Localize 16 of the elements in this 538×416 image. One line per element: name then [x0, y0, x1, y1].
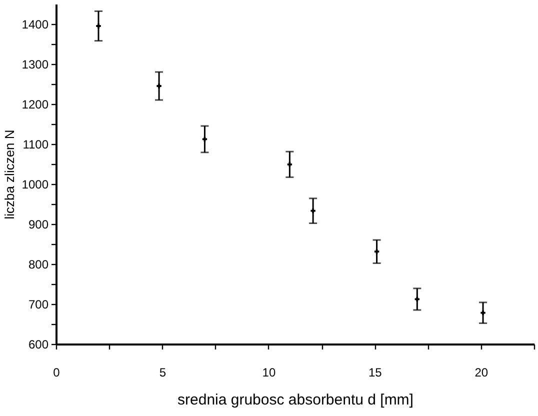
x-tick-label: 0	[53, 366, 60, 380]
y-tick-label: 1400	[22, 18, 49, 32]
y-axis-title: liczba zliczen N	[2, 130, 17, 220]
y-tick-label: 1100	[22, 138, 49, 152]
x-tick-label: 10	[262, 366, 276, 380]
y-tick-label: 1300	[22, 58, 49, 72]
y-tick-label: 1000	[22, 178, 49, 192]
y-tick-label: 700	[28, 298, 49, 312]
y-tick-label: 800	[28, 258, 49, 272]
x-tick-label: 20	[474, 366, 488, 380]
y-tick-label: 1200	[22, 98, 49, 112]
x-tick-label: 5	[159, 366, 166, 380]
y-tick-label: 900	[28, 218, 49, 232]
y-tick-label: 600	[28, 338, 49, 352]
x-axis-title: srednia grubosc absorbentu d [mm]	[178, 392, 414, 408]
x-tick-label: 15	[368, 366, 382, 380]
